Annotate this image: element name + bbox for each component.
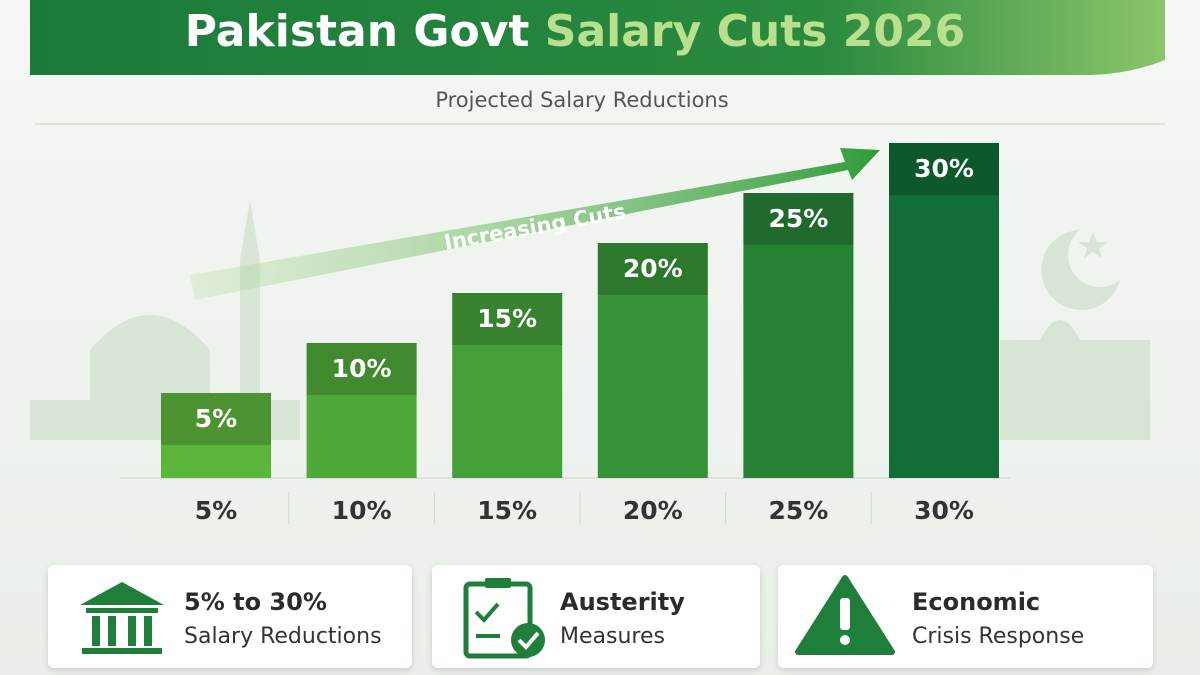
warning-icon — [795, 575, 895, 655]
bar-label-band — [306, 343, 417, 395]
bar — [889, 143, 999, 478]
card-line: Crisis Response — [912, 624, 1084, 649]
bar-label-band — [161, 393, 271, 445]
checklist-icon — [463, 578, 545, 659]
title-highlight: Salary Cuts 2026 — [545, 6, 965, 57]
bar — [306, 343, 417, 478]
card-bg — [48, 565, 412, 668]
card-line: Measures — [560, 624, 665, 649]
bar-label-band — [597, 243, 708, 295]
x-tick-label: 15% — [477, 496, 537, 525]
title-main: Pakistan Govt — [185, 6, 530, 57]
title-banner — [30, 0, 1165, 75]
value-label: 20% — [623, 254, 683, 283]
x-tick-label: 20% — [623, 496, 683, 525]
value-label: 30% — [914, 154, 974, 183]
x-tick-label: 25% — [768, 496, 828, 525]
bar — [597, 243, 708, 478]
card-line: 5% to 30% — [184, 588, 327, 616]
card-line: Austerity — [560, 588, 685, 616]
x-tick-label: 10% — [332, 496, 392, 525]
value-label: 10% — [332, 354, 392, 383]
value-label: 5% — [195, 404, 237, 433]
card: Austerity Measures — [432, 565, 760, 668]
bar-label-band — [743, 193, 854, 245]
bar — [452, 293, 563, 478]
bar-label-band — [452, 293, 563, 345]
value-label: 25% — [768, 204, 828, 233]
bar — [743, 193, 854, 478]
x-tick-label: 30% — [914, 496, 974, 525]
card: 5% to 30% Salary Reductions — [48, 565, 412, 668]
card: Economic Crisis Response — [778, 565, 1153, 668]
bar — [161, 393, 271, 478]
bar-label-band — [889, 143, 999, 195]
subtitle: Projected Salary Reductions — [435, 88, 728, 112]
chart-title: Pakistan Govt Salary Cuts 2026 — [185, 6, 966, 57]
value-label: 15% — [477, 304, 537, 333]
x-tick-label: 5% — [195, 496, 237, 525]
bars: 5% 5% 10% 10% 15% 15% 20% 20% 25% 25% 30% 30% — [161, 143, 999, 525]
card-line: Economic — [912, 588, 1040, 616]
bank-icon — [80, 582, 164, 654]
card-line: Salary Reductions — [184, 624, 382, 649]
trend-arrow — [190, 148, 880, 300]
skyline — [30, 200, 1150, 440]
